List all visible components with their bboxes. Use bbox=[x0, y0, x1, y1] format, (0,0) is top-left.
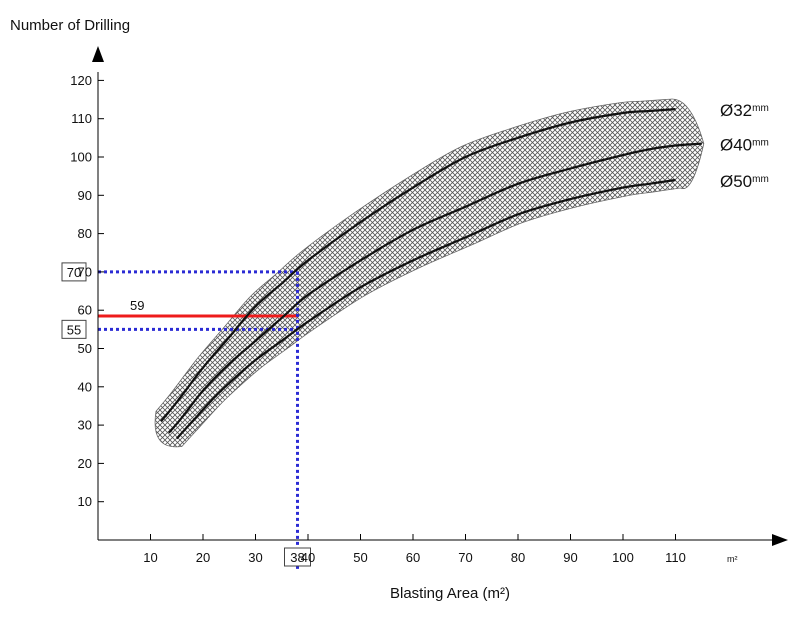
reference-lines: 70 55 59 38 bbox=[61, 262, 311, 570]
y-tick-label: 20 bbox=[78, 456, 92, 471]
boxed-y-label-frame bbox=[61, 262, 87, 282]
series-label-2: Ø40mm bbox=[720, 136, 769, 155]
x-tick-label: 90 bbox=[563, 550, 577, 565]
series-label-unit: mm bbox=[752, 174, 769, 185]
red-reference-label: 59 bbox=[130, 298, 144, 313]
boxed-x-label: 38 bbox=[290, 550, 304, 565]
series-line-1 bbox=[160, 108, 676, 422]
series-lines bbox=[160, 108, 702, 440]
x-tick-label: 70 bbox=[458, 550, 472, 565]
y-tick-label: 70 bbox=[78, 264, 92, 279]
y-tick-label: 80 bbox=[78, 226, 92, 241]
y-tick-label: 10 bbox=[78, 494, 92, 509]
x-tick-label: 50 bbox=[353, 550, 367, 565]
boxed-y-label: 70 bbox=[67, 265, 81, 280]
y-tick-label: 40 bbox=[78, 379, 92, 394]
x-tick-label: 20 bbox=[196, 550, 210, 565]
boxed-y-label: 55 bbox=[67, 322, 81, 337]
y-tick-label: 100 bbox=[70, 150, 92, 165]
series-line-2 bbox=[168, 142, 702, 434]
x-tick-label: 40 bbox=[301, 550, 315, 565]
y-axis-title: Number of Drilling bbox=[10, 17, 130, 34]
x-axis-title: Blasting Area (m²) bbox=[390, 585, 510, 602]
ticks: 10 20 30 40 50 60 70 80 90 100 110 120 10 20 30 40 50 60 7… bbox=[70, 73, 686, 565]
x-axis-arrow bbox=[772, 534, 788, 546]
y-axis-arrow bbox=[92, 46, 104, 62]
boxed-x-label-frame bbox=[284, 547, 311, 567]
axes bbox=[92, 46, 788, 546]
boxed-y-label-frame bbox=[61, 319, 87, 339]
x-tick-label: 80 bbox=[511, 550, 525, 565]
series-line-3 bbox=[175, 178, 676, 440]
series-label-1: Ø32mm bbox=[720, 101, 769, 120]
x-tick-label: 10 bbox=[143, 550, 157, 565]
y-tick-label: 110 bbox=[71, 111, 92, 126]
series-label-unit: mm bbox=[752, 138, 769, 149]
y-tick-label: 90 bbox=[78, 188, 92, 203]
y-tick-label: 120 bbox=[70, 73, 92, 88]
x-tick-label: 30 bbox=[248, 550, 262, 565]
y-tick-label: 60 bbox=[78, 303, 92, 318]
y-tick-label: 30 bbox=[78, 418, 92, 433]
series-labels: Ø32mm Ø40mm Ø50mm bbox=[720, 101, 769, 191]
x-tick-label: 110 bbox=[665, 550, 686, 565]
x-tick-label: 100 bbox=[612, 550, 634, 565]
series-label-unit: mm bbox=[752, 103, 769, 114]
x-tick-label: 60 bbox=[406, 550, 420, 565]
x-axis-unit: m² bbox=[727, 554, 738, 564]
series-label-3: Ø50mm bbox=[720, 172, 769, 191]
y-tick-label: 50 bbox=[78, 341, 92, 356]
